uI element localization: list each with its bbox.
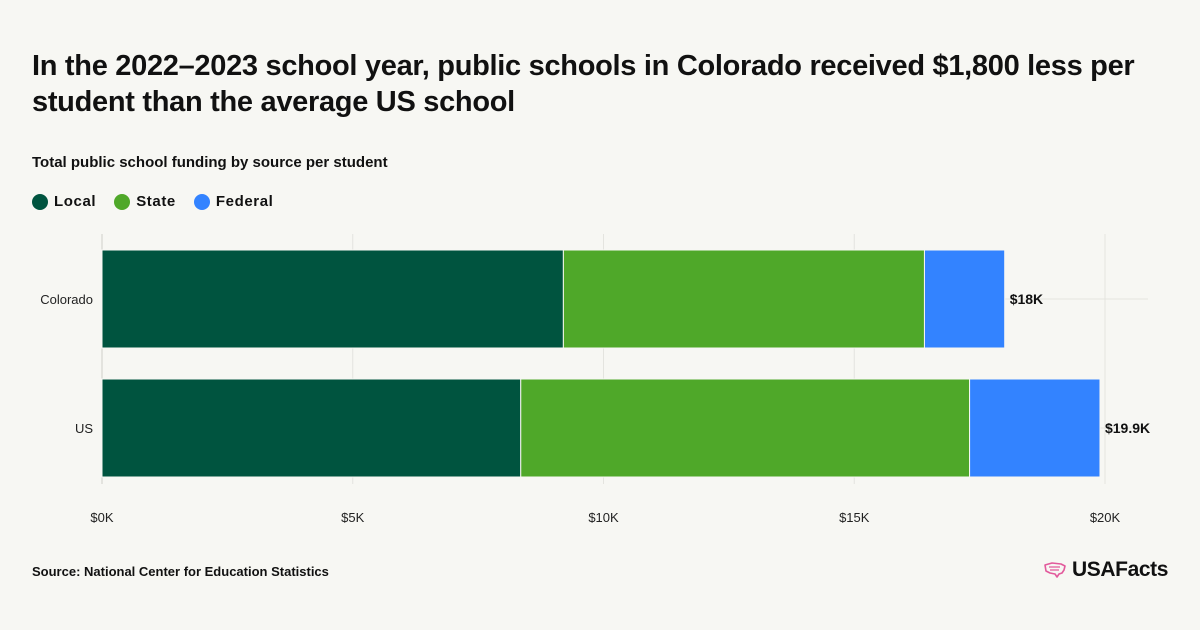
x-tick-label: $10K bbox=[588, 510, 619, 525]
bar-segment-state bbox=[520, 378, 971, 478]
total-label: $19.9K bbox=[1105, 420, 1150, 436]
chart-title: In the 2022–2023 school year, public sch… bbox=[32, 50, 1135, 118]
chart-legend: Local State Federal bbox=[32, 193, 273, 210]
x-tick-label: $5K bbox=[341, 510, 364, 525]
stacked-bar-chart: $0K $5K $10K $15K $20K Colorado $18K US $19.9K bbox=[40, 234, 1150, 525]
legend-item-state: State bbox=[114, 193, 176, 210]
category-label: Colorado bbox=[40, 292, 93, 307]
bar-layer bbox=[101, 249, 1101, 478]
bar-segment-federal bbox=[969, 378, 1101, 478]
category-label: US bbox=[75, 421, 93, 436]
legend-item-local: Local bbox=[32, 193, 96, 210]
us-map-icon bbox=[1044, 562, 1066, 578]
source-note: Source: National Center for Education St… bbox=[32, 564, 329, 579]
bar-segment-local bbox=[101, 378, 522, 478]
usafacts-logo: USAFacts bbox=[1043, 558, 1168, 582]
x-tick-label: $15K bbox=[839, 510, 870, 525]
total-label: $18K bbox=[1010, 291, 1043, 307]
legend-label-federal: Federal bbox=[215, 193, 274, 210]
logo-text: USAFacts bbox=[1072, 558, 1168, 581]
legend-swatch-federal bbox=[193, 193, 210, 210]
legend-swatch-state bbox=[114, 193, 131, 210]
legend-swatch-local bbox=[32, 193, 48, 210]
bar-segment-federal bbox=[923, 249, 1006, 349]
bar-segment-local bbox=[101, 249, 564, 349]
legend-item-federal: Federal bbox=[193, 193, 274, 210]
chart-subtitle: Total public school funding by source pe… bbox=[32, 154, 388, 171]
legend-label-state: State bbox=[136, 193, 176, 210]
bar-segment-state bbox=[562, 249, 925, 349]
label-layer: $0K $5K $10K $15K $20K Colorado $18K US $19.9K bbox=[40, 291, 1150, 525]
x-tick-label: $0K bbox=[90, 510, 113, 525]
x-tick-label: $20K bbox=[1090, 510, 1121, 525]
legend-label-local: Local bbox=[54, 193, 97, 210]
